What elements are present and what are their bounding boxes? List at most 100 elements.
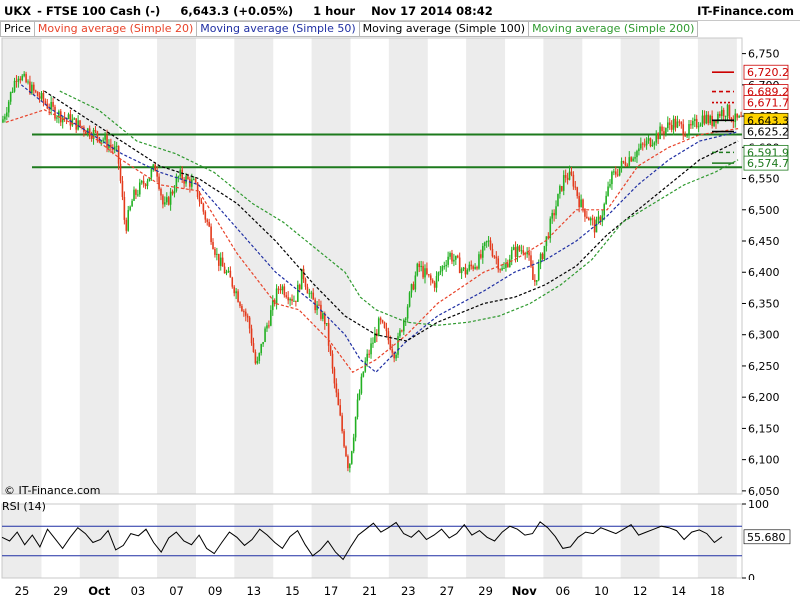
legend-item-price[interactable]: Price — [0, 21, 35, 37]
candle — [349, 463, 351, 473]
session-stripe — [543, 504, 583, 578]
candle — [142, 175, 145, 188]
candle — [622, 160, 625, 164]
candle — [46, 98, 49, 110]
chart-header: UKX - FTSE 100 Cash (-) 6,643.3 (+0.05%)… — [0, 0, 800, 21]
plot-frame — [1, 37, 743, 495]
rsi-panel[interactable]: 0 100 55.680 — [0, 500, 800, 580]
candle — [358, 389, 361, 401]
candle — [543, 245, 546, 262]
candle — [728, 104, 731, 120]
candle — [316, 300, 318, 315]
candle — [414, 271, 417, 293]
candle — [2, 115, 4, 124]
candle — [135, 188, 137, 200]
svg-text:6,643.3: 6,643.3 — [747, 114, 789, 127]
candle — [194, 177, 197, 184]
candle — [372, 337, 374, 348]
candle — [462, 266, 465, 272]
candle — [395, 352, 397, 362]
rsi-last-value-box — [743, 529, 791, 545]
candle — [94, 125, 97, 133]
candle — [256, 356, 259, 365]
candle — [291, 294, 293, 305]
candle — [42, 90, 45, 107]
candle — [464, 263, 467, 278]
candle — [225, 269, 228, 276]
candle — [329, 344, 332, 356]
candle — [347, 454, 349, 472]
candle — [401, 329, 403, 333]
candle — [676, 115, 679, 129]
candle — [485, 240, 488, 248]
candle — [4, 113, 6, 123]
quote: 6,643.3 (+0.05%) — [180, 4, 294, 18]
candle — [719, 111, 721, 118]
brand[interactable]: IT-Finance.com — [697, 4, 794, 18]
candle — [17, 75, 20, 88]
legend-item-ma200[interactable]: Moving average (Simple 200) — [529, 21, 699, 37]
candle — [530, 250, 532, 268]
candle — [173, 185, 176, 198]
x-tick-label: 15 — [285, 584, 300, 598]
candle — [551, 209, 553, 224]
candle — [433, 280, 436, 292]
candle — [561, 185, 563, 192]
legend-item-ma100[interactable]: Moving average (Simple 100) — [359, 21, 530, 37]
y-tick-label: 6,250 — [748, 360, 780, 373]
candle — [609, 179, 611, 189]
x-tick-label: 14 — [671, 584, 687, 598]
x-tick-label: 12 — [632, 584, 648, 598]
candle — [695, 114, 698, 129]
candle — [736, 113, 738, 121]
candle — [167, 195, 170, 206]
candle — [555, 200, 557, 219]
candle — [678, 119, 681, 127]
candle — [356, 393, 359, 420]
candle — [410, 283, 413, 298]
legend-item-ma20[interactable]: Moving average (Simple 20) — [34, 21, 198, 37]
candle — [200, 198, 203, 205]
candle — [512, 244, 515, 251]
price-chart[interactable]: 6,050 6,100 6,150 6,200 6,250 6,300 6,350 6,400… — [0, 0, 800, 580]
candle — [171, 189, 174, 196]
x-tick-label: Nov — [511, 584, 537, 598]
candle — [483, 241, 486, 251]
candle — [559, 184, 561, 199]
candle — [613, 168, 615, 176]
candle — [144, 183, 147, 190]
instrument-name: - FTSE 100 Cash (-) — [37, 4, 161, 18]
candle — [36, 91, 39, 97]
candle — [616, 168, 619, 177]
candle — [21, 74, 24, 82]
candle — [337, 388, 340, 406]
candle — [104, 131, 106, 143]
candle — [703, 110, 706, 126]
candle — [466, 268, 469, 275]
candle — [589, 216, 592, 226]
datetime: Nov 17 2014 08:42 — [371, 4, 493, 18]
candle — [697, 121, 700, 133]
candle — [63, 111, 66, 122]
candle — [285, 291, 288, 299]
candle — [19, 76, 22, 84]
candle — [146, 178, 149, 190]
candle — [632, 156, 634, 162]
candle — [580, 194, 582, 208]
candle — [487, 235, 490, 247]
session-stripe — [543, 38, 583, 494]
candle — [480, 249, 482, 260]
candle — [738, 114, 740, 119]
candle — [246, 313, 249, 323]
candle — [244, 308, 247, 322]
candle — [119, 159, 122, 184]
candle — [52, 97, 54, 111]
session-stripe — [388, 38, 428, 494]
candle — [655, 130, 658, 146]
legend-item-ma50[interactable]: Moving average (Simple 50) — [197, 21, 360, 37]
x-tick-label: 27 — [439, 584, 455, 598]
candle — [177, 175, 180, 183]
candle — [489, 237, 492, 251]
price-level-label: 6,720.2 — [712, 64, 789, 80]
candle — [663, 126, 665, 140]
